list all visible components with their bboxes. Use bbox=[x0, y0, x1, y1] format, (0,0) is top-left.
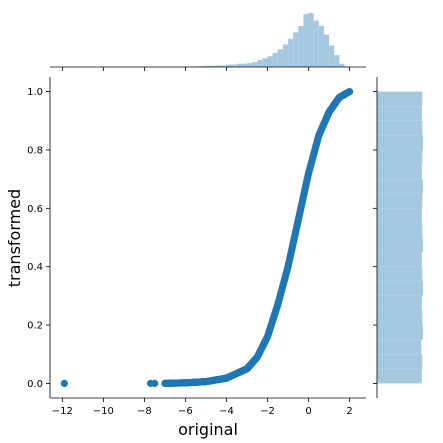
top-hist-bar bbox=[226, 64, 237, 67]
x-tick-label: 0 bbox=[305, 406, 311, 417]
top-hist-bar bbox=[216, 65, 227, 67]
right-hist-bar bbox=[377, 252, 422, 267]
right-hist-bar bbox=[377, 368, 422, 384]
scatter-point bbox=[345, 87, 354, 96]
top-hist-bar bbox=[318, 25, 324, 67]
y-tick-label: 0.4 bbox=[27, 262, 43, 273]
y-tick-label: 0.2 bbox=[27, 321, 43, 332]
x-axis-ticks: −12 −10 −8 −6 −4 −2 0 2 bbox=[52, 398, 353, 417]
top-hist-bar bbox=[267, 56, 273, 67]
right-hist-bar bbox=[377, 325, 423, 340]
top-hist-bar bbox=[308, 13, 314, 67]
top-hist-bar bbox=[288, 38, 294, 67]
top-hist-bar bbox=[323, 34, 330, 67]
right-hist-bar bbox=[377, 179, 423, 194]
y-axis-label: transformed bbox=[5, 189, 24, 287]
right-hist-bar bbox=[377, 281, 423, 296]
top-hist-bar bbox=[313, 20, 319, 68]
right-hist-bar bbox=[377, 135, 423, 150]
top-hist-ticks bbox=[61, 67, 350, 71]
right-hist-bar bbox=[377, 91, 423, 107]
right-hist-bar bbox=[377, 193, 423, 209]
right-hist-bar bbox=[377, 149, 423, 165]
top-hist-bar bbox=[339, 63, 345, 67]
right-marginal-histogram bbox=[377, 91, 423, 384]
top-hist-bar bbox=[282, 44, 289, 67]
right-hist-bar bbox=[377, 222, 423, 238]
top-hist-bar bbox=[298, 25, 304, 67]
right-hist-bar bbox=[377, 106, 422, 121]
x-tick-label: −8 bbox=[137, 406, 152, 417]
x-tick-label: 2 bbox=[346, 406, 352, 417]
right-hist-bar bbox=[377, 310, 423, 326]
y-tick-label: 0.6 bbox=[27, 204, 43, 215]
right-hist-ticks bbox=[373, 91, 377, 384]
x-axis-label: original bbox=[178, 420, 238, 439]
scatter-points bbox=[60, 87, 354, 388]
top-hist-bar bbox=[303, 14, 309, 67]
top-hist-bar bbox=[262, 58, 268, 67]
top-hist-bar bbox=[205, 65, 217, 67]
right-hist-bar bbox=[377, 339, 422, 355]
top-hist-bar bbox=[236, 63, 247, 67]
y-tick-label: 1.0 bbox=[27, 87, 43, 98]
top-hist-bar bbox=[257, 59, 263, 67]
right-hist-bar bbox=[377, 295, 422, 311]
y-axis-ticks: 0.0 0.2 0.4 0.6 0.8 1.0 bbox=[27, 87, 50, 390]
x-tick-label: −4 bbox=[219, 406, 234, 417]
top-hist-bar bbox=[334, 55, 340, 67]
x-tick-label: −12 bbox=[52, 406, 73, 417]
scatter-point-outlier bbox=[60, 379, 68, 388]
y-tick-label: 0.8 bbox=[27, 145, 43, 156]
right-hist-bar bbox=[377, 208, 422, 223]
x-tick-label: −6 bbox=[178, 406, 193, 417]
right-hist-bar bbox=[377, 354, 423, 369]
top-marginal-histogram bbox=[144, 13, 350, 68]
right-hist-bar bbox=[377, 164, 422, 180]
right-hist-bar bbox=[377, 120, 423, 136]
top-hist-bar bbox=[195, 66, 206, 67]
x-tick-label: −2 bbox=[260, 406, 275, 417]
right-hist-bar bbox=[377, 237, 423, 253]
top-hist-bar bbox=[252, 62, 258, 67]
top-hist-bar bbox=[277, 49, 283, 67]
right-hist-bar bbox=[377, 266, 423, 282]
x-tick-label: −10 bbox=[93, 406, 114, 417]
y-tick-label: 0.0 bbox=[27, 379, 43, 390]
top-hist-bar bbox=[329, 45, 335, 67]
top-hist-bar bbox=[272, 52, 278, 67]
top-hist-bar bbox=[246, 63, 253, 67]
scatter-point bbox=[151, 379, 159, 388]
top-hist-bar bbox=[293, 32, 299, 67]
